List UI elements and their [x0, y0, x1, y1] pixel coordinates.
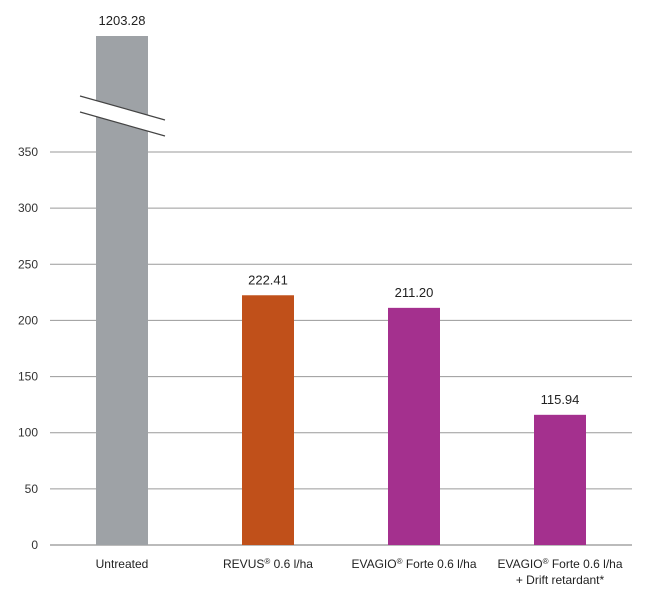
bars [96, 36, 586, 545]
value-label: 222.41 [248, 272, 288, 287]
y-tick-label: 150 [18, 370, 38, 384]
y-axis-tick-labels: 0 50 100 150 200 250 300 350 [18, 145, 38, 552]
axis-break-line [79, 95, 166, 121]
y-tick-label: 200 [18, 313, 38, 327]
axis-break-line [79, 111, 166, 137]
y-tick-label: 50 [25, 482, 39, 496]
x-category-label: Untreated [96, 557, 149, 571]
bar [242, 295, 294, 545]
x-axis-category-labels: Untreated REVUS® 0.6 l/ha EVAGIO® Forte 0.… [96, 557, 623, 588]
x-category-label: + Drift retardant* [516, 573, 605, 587]
axis-break [79, 95, 166, 137]
x-category-label: REVUS® 0.6 l/ha [223, 557, 313, 572]
y-tick-label: 300 [18, 201, 38, 215]
y-tick-label: 0 [31, 538, 38, 552]
y-tick-label: 350 [18, 145, 38, 159]
x-category-label: EVAGIO® Forte 0.6 l/ha [497, 557, 622, 572]
bar [534, 414, 586, 545]
axis-break-gap [80, 96, 165, 136]
value-labels: 1203.28 222.41 211.20 115.94 [99, 13, 580, 407]
y-tick-label: 100 [18, 426, 38, 440]
y-tick-label: 250 [18, 257, 38, 271]
value-label: 211.20 [395, 285, 434, 300]
x-category-label: EVAGIO® Forte 0.6 l/ha [351, 557, 476, 572]
value-label: 115.94 [541, 392, 580, 407]
value-label: 1203.28 [99, 13, 146, 28]
bar [388, 307, 440, 545]
